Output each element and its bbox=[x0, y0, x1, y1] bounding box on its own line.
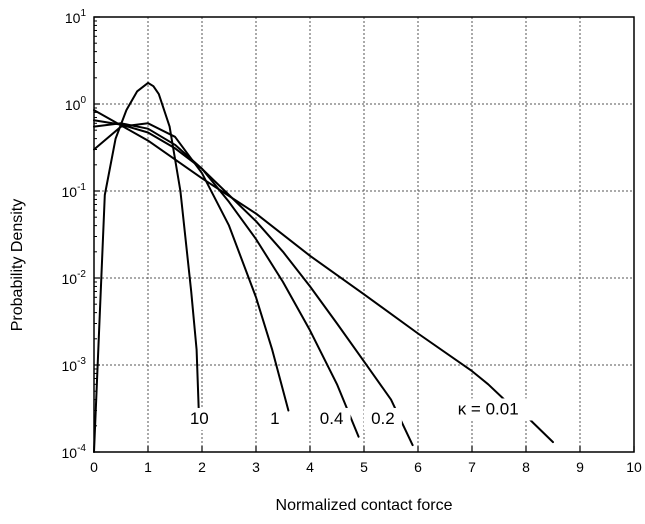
y-tick-label: 10-1 bbox=[62, 182, 87, 200]
y-tick-label: 101 bbox=[65, 8, 87, 26]
series-line-0 bbox=[93, 81, 201, 453]
curve-label-2: 0.4 bbox=[312, 407, 351, 430]
x-axis-title: Normalized contact force bbox=[276, 497, 453, 514]
curve-label-background bbox=[363, 407, 402, 430]
series-line-2 bbox=[93, 122, 360, 438]
grid bbox=[94, 17, 634, 452]
y-axis-ticks: 10-4 10-3 10-2 10-1 100 101 bbox=[62, 8, 100, 461]
curve-label-background bbox=[312, 407, 351, 430]
curve-label-1: 1 bbox=[265, 407, 284, 430]
series-line-4 bbox=[93, 109, 554, 444]
y-tick-label: 10-4 bbox=[62, 443, 87, 461]
curve-label-text: 10 bbox=[190, 409, 209, 428]
y-axis-title: Probability Density bbox=[9, 199, 26, 332]
x-tick-label: 7 bbox=[468, 459, 476, 475]
series-line-3 bbox=[93, 119, 414, 447]
y-tick-label: 10-3 bbox=[62, 356, 87, 374]
curve-label-background bbox=[265, 407, 284, 430]
x-tick-label: 3 bbox=[252, 459, 260, 475]
curve-label-background bbox=[185, 407, 214, 430]
curve-labels: 10 1 0.4 0.2 κ = 0.01 bbox=[185, 398, 533, 430]
y-tick-label: 100 bbox=[65, 95, 87, 113]
series-lines bbox=[93, 81, 554, 453]
x-tick-label: 9 bbox=[576, 459, 584, 475]
curve-label-text: 1 bbox=[270, 409, 279, 428]
curve-label-text: κ = 0.01 bbox=[458, 399, 519, 418]
x-tick-label: 0 bbox=[90, 459, 98, 475]
y-tick-label: 10-2 bbox=[62, 269, 87, 287]
x-axis-ticks: 0 1 2 3 4 5 6 7 8 9 10 bbox=[90, 446, 642, 475]
curve-label-text: 0.2 bbox=[371, 409, 395, 428]
x-tick-label: 2 bbox=[198, 459, 206, 475]
curve-label-4: κ = 0.01 bbox=[444, 398, 533, 421]
x-tick-label: 10 bbox=[626, 459, 642, 475]
curve-label-text: 0.4 bbox=[320, 409, 344, 428]
x-tick-label: 1 bbox=[144, 459, 152, 475]
series-line-1 bbox=[93, 122, 290, 412]
x-tick-label: 4 bbox=[306, 459, 314, 475]
curve-label-3: 0.2 bbox=[363, 407, 402, 430]
curve-label-0: 10 bbox=[185, 407, 214, 430]
x-tick-label: 6 bbox=[414, 459, 422, 475]
x-tick-label: 5 bbox=[360, 459, 368, 475]
curve-label-background bbox=[444, 398, 533, 421]
x-tick-label: 8 bbox=[522, 459, 530, 475]
